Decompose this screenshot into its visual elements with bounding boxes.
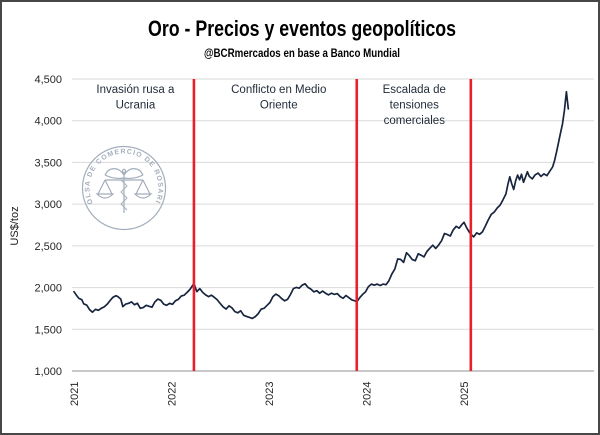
event-label-line: comerciales bbox=[384, 115, 446, 127]
page-subtitle: @BCRmercados en base a Banco Mundial bbox=[204, 48, 400, 60]
price-line bbox=[73, 90, 570, 320]
bcr-logo: BOLSA DE COMERCIO DE ROSARIO bbox=[81, 145, 167, 231]
event-label-line: Invasión rusa a bbox=[96, 84, 175, 96]
gridlines bbox=[72, 78, 594, 372]
y-tick-label: 2,500 bbox=[34, 241, 62, 253]
caduceus-scales-icon bbox=[95, 168, 153, 213]
y-tick-label: 1,000 bbox=[34, 366, 62, 378]
event-label-line: Escalada de bbox=[383, 84, 446, 96]
logo-ring-icon bbox=[81, 145, 167, 231]
y-axis-tick-labels: 1,000 1,500 2,000 2,500 3,000 3,500 4,000 4,500 bbox=[34, 74, 62, 378]
x-axis-tick-labels: 2021 2022 2023 2024 2025 bbox=[69, 382, 471, 406]
x-tick-label: 2022 bbox=[167, 382, 179, 406]
y-tick-label: 3,500 bbox=[34, 157, 62, 169]
price-series bbox=[73, 90, 570, 320]
event-label: Invasión rusa a Ucrania bbox=[96, 84, 175, 112]
x-tick-label: 2021 bbox=[69, 382, 81, 406]
x-tick-label: 2024 bbox=[362, 382, 374, 406]
y-tick-label: 2,000 bbox=[34, 283, 62, 295]
event-label: Conflicto en Medio Oriente bbox=[231, 84, 326, 112]
x-tick-label: 2023 bbox=[264, 382, 276, 406]
y-tick-label: 4,000 bbox=[34, 116, 62, 128]
event-label-line: Ucrania bbox=[116, 100, 156, 112]
event-label-line: tensiones bbox=[390, 100, 439, 112]
y-axis-title: US$/toz bbox=[9, 206, 21, 245]
event-label: Escalada de tensiones comerciales bbox=[383, 84, 446, 127]
x-tick-label: 2025 bbox=[459, 382, 471, 406]
y-tick-label: 1,500 bbox=[34, 324, 62, 336]
event-markers: Invasión rusa a Ucrania Conflicto en Medio… bbox=[96, 79, 473, 371]
y-tick-label: 4,500 bbox=[34, 74, 62, 86]
page-title: Oro - Precios y eventos geopolíticos bbox=[148, 16, 456, 41]
event-label-line: Conflicto en Medio bbox=[231, 84, 326, 96]
y-tick-label: 3,000 bbox=[34, 199, 62, 211]
event-label-line: Oriente bbox=[260, 100, 298, 112]
